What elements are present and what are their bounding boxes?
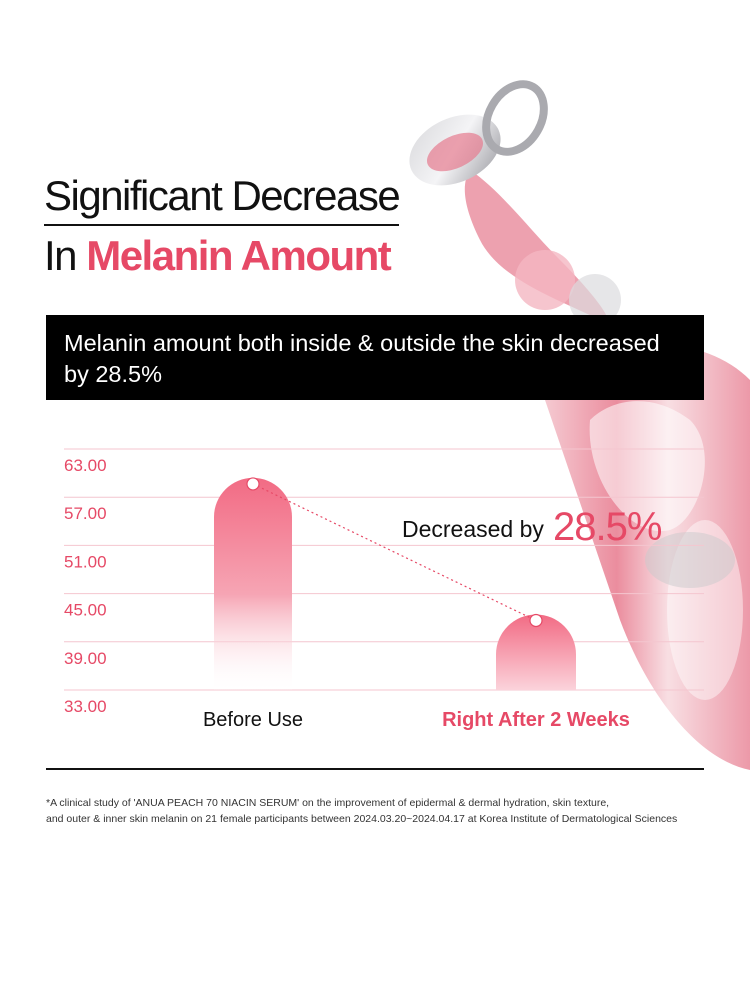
bar-2 [496,614,576,690]
footer-divider [46,768,704,770]
headline-line-1: Significant Decrease [44,170,401,226]
footnote: *A clinical study of 'ANUA PEACH 70 NIAC… [46,795,726,827]
y-axis-ticks: 63.00 57.00 51.00 45.00 39.00 33.00 [64,456,107,716]
annotation-prefix: Decreased by [402,516,544,542]
y-tick-label: 57.00 [64,504,107,523]
footnote-line-2: and outer & inner skin melanin on 21 fem… [46,813,678,825]
annotation-value: 28.5% [553,505,662,549]
x-category-label: Before Use [203,709,303,731]
headline-prefix: In [44,232,78,279]
glass-tube-shape [545,344,750,770]
serum-droplet-shape [464,170,621,326]
y-tick-label: 45.00 [64,601,107,620]
y-tick-label: 33.00 [64,697,107,716]
summary-banner: Melanin amount both inside & outside the… [46,315,704,400]
bar-1 [214,477,292,690]
x-axis-labels: Before Use Right After 2 Weeks [203,709,630,731]
y-tick-label: 63.00 [64,456,107,475]
value-marker [246,477,260,491]
value-marker [529,613,543,628]
y-tick-label: 51.00 [64,552,107,571]
headline-accent: Melanin Amount [86,232,392,279]
chart-bars [214,477,576,690]
y-tick-label: 39.00 [64,649,107,668]
headline-line-2: In Melanin Amount [44,230,399,282]
footnote-line-1: *A clinical study of 'ANUA PEACH 70 NIAC… [46,797,610,809]
chart-gridlines [64,448,704,691]
x-category-label: Right After 2 Weeks [442,709,630,731]
headline: Significant Decrease In Melanin Amount [44,170,401,282]
dropper-tip-shape [409,80,548,186]
connector-line [252,483,537,622]
